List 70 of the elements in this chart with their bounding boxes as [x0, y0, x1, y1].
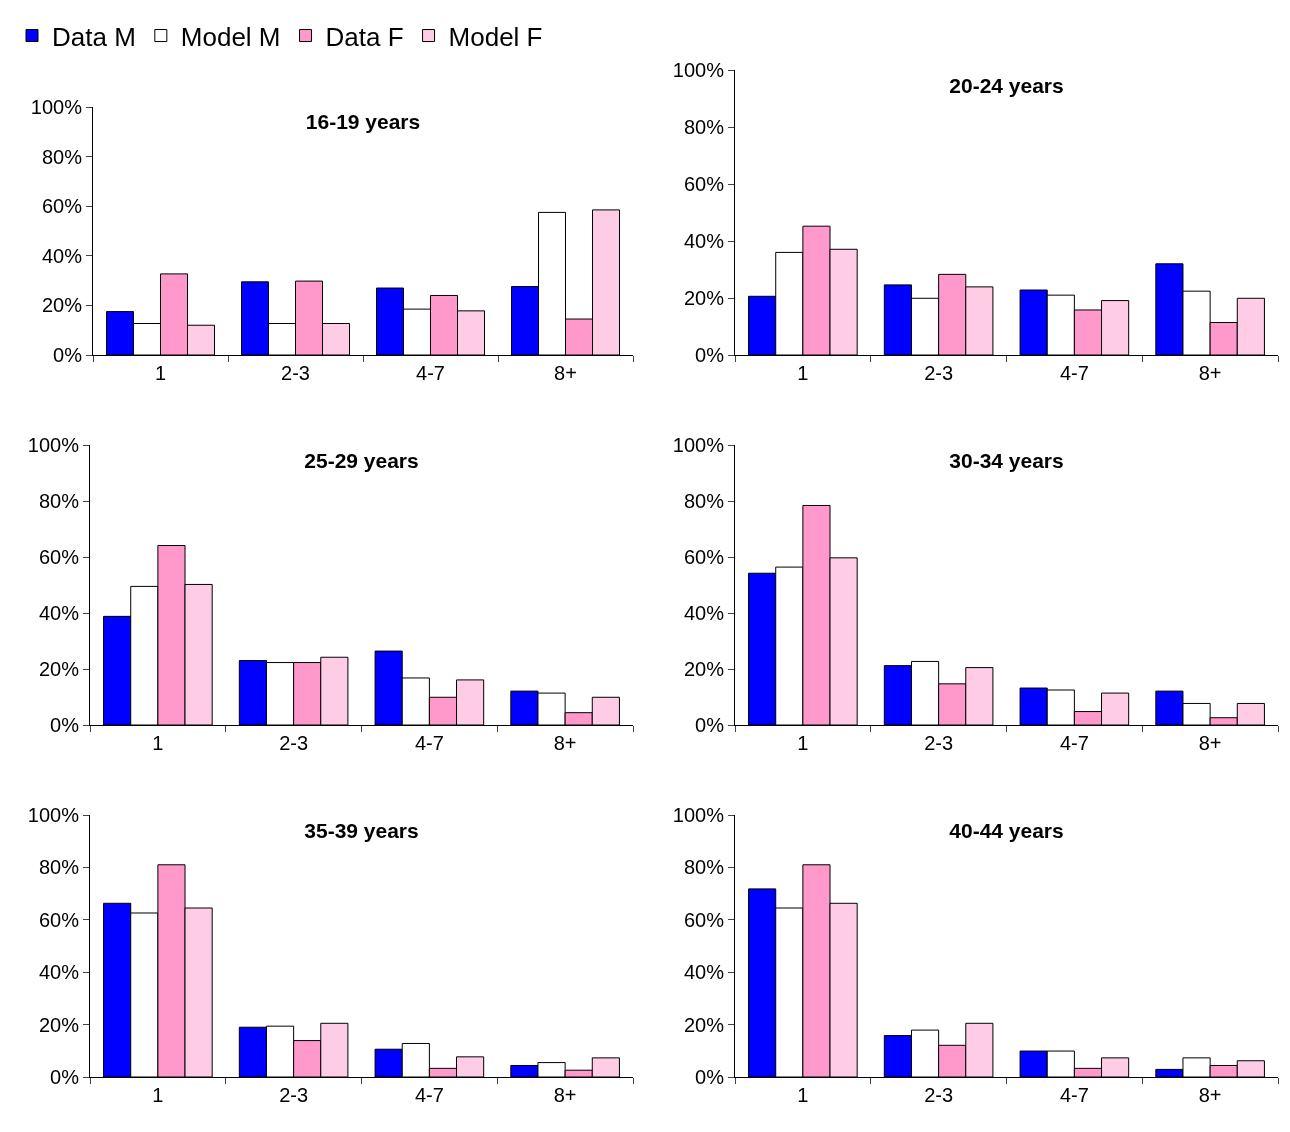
y-tick-label: 80% — [41, 145, 83, 168]
y-tick-label: 20% — [683, 1013, 725, 1036]
x-tick-label: 2-3 — [279, 732, 309, 754]
y-tick-label: 80% — [38, 856, 80, 879]
legend-label: Data F — [325, 21, 404, 52]
x-tick-label: 8+ — [553, 1084, 577, 1106]
x-tick-label: 4-7 — [416, 362, 445, 384]
y-tick-label: 20% — [38, 658, 80, 680]
y-tick-label: 40% — [683, 230, 725, 252]
chart-title: 16-19 years — [305, 110, 421, 134]
y-tick-label: 40% — [41, 244, 83, 267]
y-tick-label: 80% — [38, 490, 80, 512]
x-tick-label: 1 — [152, 732, 164, 754]
y-tick-label: 80% — [683, 490, 725, 512]
y-tick-label: 0% — [695, 344, 725, 366]
y-tick-label: 60% — [683, 908, 725, 931]
y-tick-label: 100% — [672, 59, 725, 81]
x-tick-label: 8+ — [1198, 362, 1222, 384]
y-tick-label: 40% — [683, 961, 725, 984]
x-tick-label: 1 — [797, 732, 809, 754]
x-tick-label: 4-7 — [414, 1084, 444, 1106]
y-tick-label: 60% — [683, 546, 725, 568]
x-tick-label: 1 — [154, 362, 167, 384]
x-tick-label: 8+ — [554, 362, 577, 384]
y-tick-label: 80% — [683, 856, 725, 879]
x-tick-label: 4-7 — [1059, 362, 1089, 384]
y-tick-label: 60% — [41, 195, 83, 218]
y-tick-label: 100% — [30, 96, 83, 118]
chart-title: 35-39 years — [304, 818, 419, 842]
y-tick-label: 0% — [50, 1066, 80, 1088]
y-tick-label: 0% — [695, 714, 725, 736]
legend-label: Model F — [448, 21, 543, 52]
chart-title: 20-24 years — [949, 74, 1064, 98]
legend-label: Model M — [180, 21, 281, 52]
x-tick-label: 1 — [797, 1084, 809, 1106]
y-tick-label: 80% — [683, 116, 725, 138]
y-tick-label: 20% — [683, 287, 725, 309]
x-tick-label: 4-7 — [1059, 732, 1089, 754]
legend-label: Data M — [52, 21, 136, 52]
y-tick-label: 40% — [38, 602, 80, 624]
chart-title: 40-44 years — [949, 818, 1064, 842]
chart-title: 25-29 years — [304, 449, 419, 473]
x-tick-label: 2-3 — [924, 732, 954, 754]
x-tick-label: 2-3 — [924, 1084, 954, 1106]
x-tick-label: 2-3 — [279, 1084, 309, 1106]
x-tick-label: 2-3 — [924, 362, 954, 384]
x-tick-label: 8+ — [1198, 1084, 1222, 1106]
y-tick-label: 100% — [27, 804, 80, 826]
y-tick-label: 60% — [38, 546, 80, 568]
y-tick-label: 0% — [50, 714, 80, 736]
y-tick-label: 0% — [695, 1066, 725, 1088]
y-tick-label: 0% — [53, 344, 83, 366]
y-tick-label: 100% — [672, 434, 725, 456]
y-tick-label: 100% — [672, 804, 725, 826]
y-tick-label: 20% — [683, 658, 725, 680]
x-tick-label: 1 — [797, 362, 809, 384]
x-tick-label: 2-3 — [281, 362, 310, 384]
x-tick-label: 8+ — [1198, 732, 1222, 754]
chart-title: 30-34 years — [949, 449, 1064, 473]
y-tick-label: 40% — [38, 961, 80, 984]
y-tick-label: 100% — [27, 434, 80, 456]
x-tick-label: 4-7 — [1059, 1084, 1089, 1106]
x-tick-label: 8+ — [553, 732, 577, 754]
x-tick-label: 4-7 — [414, 732, 444, 754]
y-tick-label: 20% — [38, 1013, 80, 1036]
y-tick-label: 60% — [38, 908, 80, 931]
x-tick-label: 1 — [152, 1084, 164, 1106]
y-tick-label: 20% — [41, 294, 83, 317]
y-tick-label: 40% — [683, 602, 725, 624]
y-tick-label: 60% — [683, 173, 725, 195]
